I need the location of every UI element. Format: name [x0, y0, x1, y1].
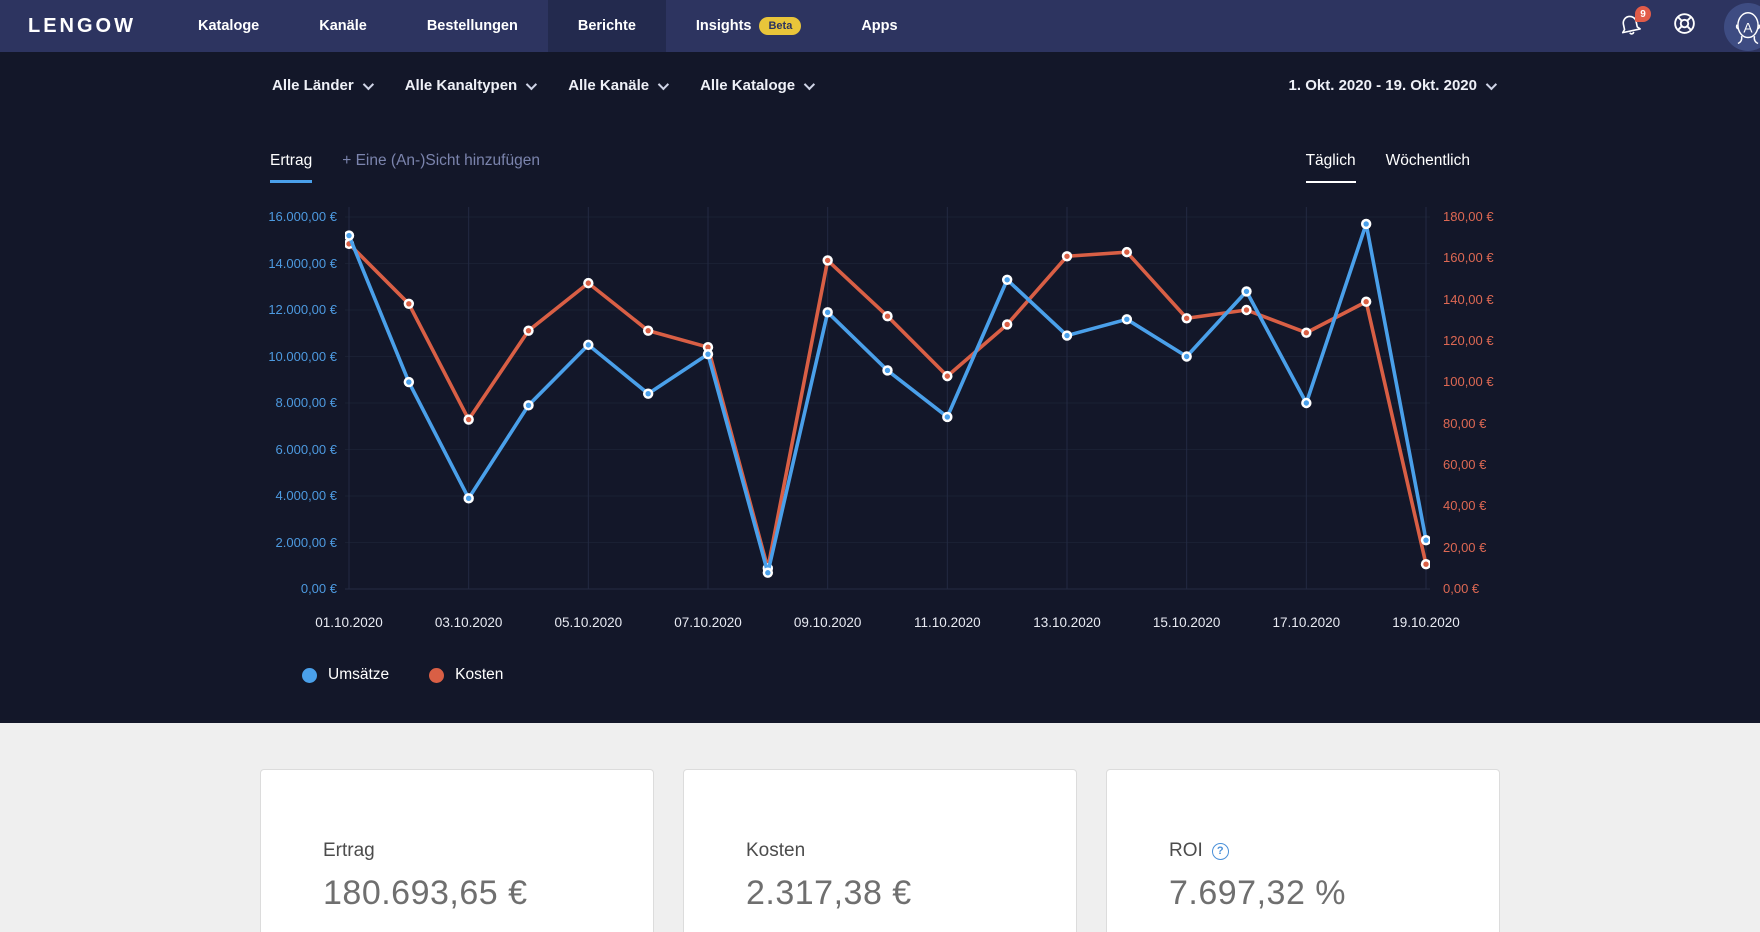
dual-axis-line-chart: 0,00 € 2.000,00 € 4.000,00 € 6.000,00 € 8.00… — [260, 203, 1500, 638]
x-axis-tick: 19.10.2020 — [1392, 615, 1460, 630]
add-view-button[interactable]: + Eine (An-)Sicht hinzufügen — [342, 152, 540, 169]
x-axis-tick: 01.10.2020 — [315, 615, 383, 630]
right-axis-tick: 180,00 € — [1443, 209, 1494, 224]
filter-channel-types[interactable]: Alle Kanaltypen — [405, 77, 538, 94]
right-axis-tick: 120,00 € — [1443, 333, 1494, 348]
chart-legend: Umsätze Kosten — [302, 666, 1500, 684]
help-button[interactable] — [1670, 12, 1698, 40]
nav-right: 9 A — [1616, 0, 1760, 52]
x-axis-tick: 11.10.2020 — [914, 615, 981, 630]
date-range-picker[interactable]: 1. Okt. 2020 - 19. Okt. 2020 — [1289, 77, 1498, 94]
legend-item-umsaetze[interactable]: Umsätze — [302, 666, 389, 684]
kpi-section: Ertrag 180.693,65 € Kosten 2.317,38 € RO… — [0, 723, 1760, 932]
right-axis-tick: 100,00 € — [1443, 374, 1494, 390]
chevron-down-icon — [803, 78, 816, 90]
beta-badge: Beta — [759, 17, 802, 35]
right-axis-tick: 140,00 € — [1443, 291, 1494, 307]
tab-taeglich[interactable]: Täglich — [1305, 152, 1356, 183]
umsaetze-dot-icon — [302, 667, 317, 683]
user-avatar[interactable]: A — [1724, 3, 1760, 51]
left-axis-tick: 0,00 € — [300, 581, 337, 596]
nav-item-bestellungen[interactable]: Bestellungen — [426, 18, 518, 34]
right-axis-tick: 40,00 € — [1443, 498, 1487, 514]
x-axis-tick: 13.10.2020 — [1033, 615, 1101, 630]
svg-text:A: A — [1743, 21, 1753, 36]
left-axis-tick: 16.000,00 € — [268, 209, 337, 224]
right-axis-tick: 20,00 € — [1443, 539, 1487, 555]
period-tabs: Täglich Wöchentlich — [1305, 152, 1500, 183]
nav-item-kataloge[interactable]: Kataloge — [198, 18, 260, 34]
kpi-value: 180.693,65 € — [323, 874, 528, 912]
kpi-label: Ertrag — [323, 840, 375, 861]
x-axis-tick: 07.10.2020 — [674, 615, 742, 630]
left-axis-tick: 10.000,00 € — [268, 348, 337, 364]
x-axis-tick: 05.10.2020 — [554, 615, 623, 630]
kpi-card-ertrag: Ertrag 180.693,65 € — [260, 769, 654, 932]
left-axis-tick: 8.000,00 € — [275, 395, 337, 410]
kpi-label: ROI ? — [1169, 840, 1499, 862]
lifebuoy-icon — [1672, 11, 1697, 41]
analytics-section: Alle Länder Alle Kanaltypen Alle Kanäle … — [0, 52, 1760, 723]
chevron-down-icon — [525, 78, 538, 90]
x-axis-tick: 09.10.2020 — [793, 615, 862, 630]
left-axis-tick: 2.000,00 € — [275, 534, 337, 550]
kpi-label: Kosten — [746, 840, 806, 861]
filters-row: Alle Länder Alle Kanaltypen Alle Kanäle … — [272, 52, 1500, 94]
kpi-value: 7.697,32 % — [1169, 874, 1347, 912]
kpi-card-roi: ROI ? 7.697,32 % — [1106, 769, 1500, 932]
nav-item-insights[interactable]: Insights Beta — [666, 0, 831, 52]
chevron-down-icon — [362, 78, 374, 90]
right-axis-tick: 60,00 € — [1443, 457, 1487, 472]
left-y-axis: 0,00 € 2.000,00 € 4.000,00 € 6.000,00 € 8.00… — [260, 203, 345, 603]
chart-plot-area[interactable] — [343, 203, 1432, 608]
x-axis: 01.10.2020 03.10.2020 05.10.2020 07.10.2020… — [315, 608, 1460, 638]
nav-item-kanaele[interactable]: Kanäle — [319, 18, 367, 34]
chevron-down-icon — [1485, 78, 1498, 90]
left-axis-tick: 4.000,00 € — [275, 488, 337, 503]
kpi-value: 2.317,38 € — [746, 874, 912, 912]
lengow-logo: LENGOW — [28, 14, 136, 37]
top-navbar: LENGOW Kataloge Kanäle Bestellungen Beri… — [0, 0, 1760, 52]
filter-countries[interactable]: Alle Länder — [272, 77, 374, 94]
filter-channels[interactable]: Alle Kanäle — [568, 77, 670, 94]
left-axis-tick: 12.000,00 € — [268, 302, 337, 317]
kpi-card-kosten: Kosten 2.317,38 € — [683, 769, 1077, 932]
left-axis-tick: 6.000,00 € — [275, 441, 337, 457]
nav-item-berichte[interactable]: Berichte — [547, 0, 666, 52]
x-axis-tick: 17.10.2020 — [1272, 615, 1341, 630]
chart-tabs-row: Ertrag + Eine (An-)Sicht hinzufügen Tägl… — [260, 152, 1500, 183]
tab-ertrag[interactable]: Ertrag — [270, 152, 313, 183]
x-axis-tick: 03.10.2020 — [434, 615, 503, 630]
x-axis-tick: 15.10.2020 — [1152, 615, 1221, 630]
roi-help-icon[interactable]: ? — [1211, 842, 1229, 860]
filter-catalogs[interactable]: Alle Kataloge — [700, 77, 816, 94]
right-axis-tick: 80,00 € — [1443, 415, 1487, 431]
left-axis-tick: 14.000,00 € — [268, 255, 337, 271]
kosten-dot-icon — [429, 667, 445, 683]
nav-item-apps[interactable]: Apps — [861, 18, 898, 34]
right-y-axis: 0,00 € 20,00 € 40,00 € 60,00 € 80,00 € 100,00… — [1430, 203, 1500, 603]
tab-woechentlich[interactable]: Wöchentlich — [1385, 152, 1470, 169]
main-nav: Kataloge Kanäle Bestellungen Berichte In… — [168, 0, 928, 52]
notification-count-badge: 9 — [1635, 6, 1651, 22]
legend-item-kosten[interactable]: Kosten — [429, 666, 503, 684]
right-axis-tick: 160,00 € — [1443, 250, 1494, 266]
right-axis-tick: 0,00 € — [1443, 581, 1480, 596]
user-face-icon: A — [1735, 12, 1760, 45]
notifications-button[interactable]: 9 — [1616, 6, 1651, 40]
chevron-down-icon — [657, 78, 670, 90]
line-chart-svg — [343, 207, 1432, 590]
